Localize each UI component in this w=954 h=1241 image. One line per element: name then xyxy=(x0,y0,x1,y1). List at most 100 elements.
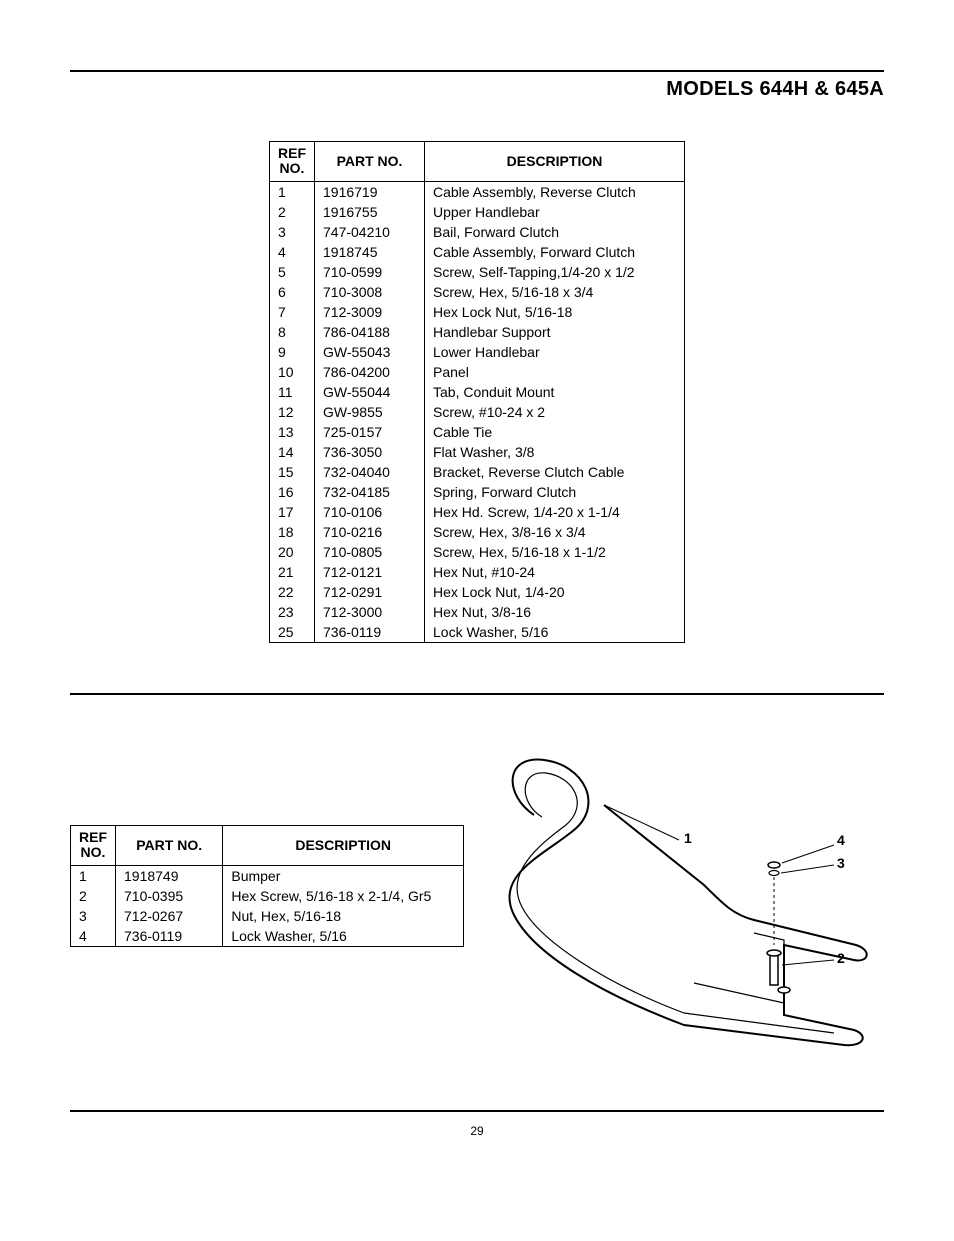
cell-desc: Panel xyxy=(425,362,685,382)
washer-icon xyxy=(769,870,779,875)
cell-part: GW-55043 xyxy=(315,342,425,362)
table-row: 17710-0106Hex Hd. Screw, 1/4-20 x 1-1/4 xyxy=(270,502,685,522)
table-row: 23712-3000Hex Nut, 3/8-16 xyxy=(270,602,685,622)
cell-ref: 9 xyxy=(270,342,315,362)
cell-desc: Tab, Conduit Mount xyxy=(425,382,685,402)
cell-ref: 13 xyxy=(270,422,315,442)
cell-desc: Hex Lock Nut, 1/4-20 xyxy=(425,582,685,602)
cell-part: 710-0395 xyxy=(116,886,223,906)
nut-icon xyxy=(768,862,780,868)
table-row: 12GW-9855Screw, #10-24 x 2 xyxy=(270,402,685,422)
cell-ref: 20 xyxy=(270,542,315,562)
cell-part: 736-0119 xyxy=(116,926,223,947)
cell-desc: Screw, Hex, 5/16-18 x 3/4 xyxy=(425,282,685,302)
cell-ref: 11 xyxy=(270,382,315,402)
cell-desc: Lower Handlebar xyxy=(425,342,685,362)
cell-part: 747-04210 xyxy=(315,222,425,242)
table-row: 15732-04040Bracket, Reverse Clutch Cable xyxy=(270,462,685,482)
diagram-svg: 1 4 3 2 xyxy=(484,745,884,1065)
table-row: 25736-0119Lock Washer, 5/16 xyxy=(270,622,685,643)
cell-desc: Hex Screw, 5/16-18 x 2-1/4, Gr5 xyxy=(223,886,464,906)
table-row: 7712-3009Hex Lock Nut, 5/16-18 xyxy=(270,302,685,322)
cell-desc: Lock Washer, 5/16 xyxy=(223,926,464,947)
cell-part: 1918745 xyxy=(315,242,425,262)
col-header-desc: DESCRIPTION xyxy=(425,142,685,182)
cell-desc: Screw, Hex, 3/8-16 x 3/4 xyxy=(425,522,685,542)
cell-desc: Cable Assembly, Reverse Clutch xyxy=(425,181,685,202)
cell-desc: Hex Nut, 3/8-16 xyxy=(425,602,685,622)
cell-desc: Spring, Forward Clutch xyxy=(425,482,685,502)
table-row: 20710-0805Screw, Hex, 5/16-18 x 1-1/2 xyxy=(270,542,685,562)
cell-ref: 8 xyxy=(270,322,315,342)
cell-part: 736-3050 xyxy=(315,442,425,462)
cell-part: 786-04200 xyxy=(315,362,425,382)
cell-part: 710-3008 xyxy=(315,282,425,302)
callout-3: 3 xyxy=(837,855,845,871)
washer-icon-2 xyxy=(778,987,790,993)
callout-1: 1 xyxy=(684,830,692,846)
parts-table-section-1: REF NO. PART NO. DESCRIPTION 11916719Cab… xyxy=(70,141,884,643)
cell-desc: Cable Tie xyxy=(425,422,685,442)
cell-ref: 17 xyxy=(270,502,315,522)
leader-2 xyxy=(782,960,834,965)
cell-part: GW-9855 xyxy=(315,402,425,422)
bolt-shaft xyxy=(770,955,778,985)
cell-part: 710-0599 xyxy=(315,262,425,282)
table-row: 13725-0157Cable Tie xyxy=(270,422,685,442)
cell-part: 712-3009 xyxy=(315,302,425,322)
callout-4: 4 xyxy=(837,832,845,848)
cell-desc: Nut, Hex, 5/16-18 xyxy=(223,906,464,926)
cell-part: 712-3000 xyxy=(315,602,425,622)
cell-ref: 3 xyxy=(71,906,116,926)
table-row: 4736-0119Lock Washer, 5/16 xyxy=(71,926,464,947)
cell-ref: 2 xyxy=(71,886,116,906)
page: MODELS 644H & 645A REF NO. PART NO. DESC… xyxy=(0,0,954,1168)
mid-rule xyxy=(70,693,884,695)
cell-ref: 3 xyxy=(270,222,315,242)
cell-part: 712-0291 xyxy=(315,582,425,602)
bottom-rule xyxy=(70,1110,884,1112)
table-row: 8786-04188Handlebar Support xyxy=(270,322,685,342)
cell-desc: Bail, Forward Clutch xyxy=(425,222,685,242)
cell-part: 710-0216 xyxy=(315,522,425,542)
table-row: 9GW-55043Lower Handlebar xyxy=(270,342,685,362)
cell-desc: Hex Hd. Screw, 1/4-20 x 1-1/4 xyxy=(425,502,685,522)
bumper-outline xyxy=(509,759,866,1045)
cell-part: 1916719 xyxy=(315,181,425,202)
cell-part: 1918749 xyxy=(116,865,223,886)
cell-part: 786-04188 xyxy=(315,322,425,342)
table-row: 11918749Bumper xyxy=(71,865,464,886)
cell-part: 712-0267 xyxy=(116,906,223,926)
table-row: 21916755Upper Handlebar xyxy=(270,202,685,222)
table-row: 5710-0599Screw, Self-Tapping,1/4-20 x 1/… xyxy=(270,262,685,282)
cell-part: GW-55044 xyxy=(315,382,425,402)
cell-ref: 21 xyxy=(270,562,315,582)
cell-ref: 5 xyxy=(270,262,315,282)
cell-ref: 6 xyxy=(270,282,315,302)
table-row: 2710-0395Hex Screw, 5/16-18 x 2-1/4, Gr5 xyxy=(71,886,464,906)
cell-desc: Screw, Hex, 5/16-18 x 1-1/2 xyxy=(425,542,685,562)
cell-part: 1916755 xyxy=(315,202,425,222)
cell-ref: 22 xyxy=(270,582,315,602)
cell-part: 736-0119 xyxy=(315,622,425,643)
table-row: 21712-0121Hex Nut, #10-24 xyxy=(270,562,685,582)
table-row: 6710-3008Screw, Hex, 5/16-18 x 3/4 xyxy=(270,282,685,302)
cell-ref: 14 xyxy=(270,442,315,462)
cell-part: 712-0121 xyxy=(315,562,425,582)
col-header-ref: REF NO. xyxy=(71,825,116,865)
cell-desc: Hex Lock Nut, 5/16-18 xyxy=(425,302,685,322)
col-header-part: PART NO. xyxy=(116,825,223,865)
cell-ref: 18 xyxy=(270,522,315,542)
col-header-part: PART NO. xyxy=(315,142,425,182)
cell-ref: 10 xyxy=(270,362,315,382)
table-row: 11GW-55044Tab, Conduit Mount xyxy=(270,382,685,402)
page-number: 29 xyxy=(70,1124,884,1138)
cell-ref: 15 xyxy=(270,462,315,482)
parts-table-2: REF NO. PART NO. DESCRIPTION 11918749Bum… xyxy=(70,825,464,947)
col-header-ref: REF NO. xyxy=(270,142,315,182)
bolt-head xyxy=(767,950,781,956)
callout-2: 2 xyxy=(837,950,845,966)
table-row: 18710-0216Screw, Hex, 3/8-16 x 3/4 xyxy=(270,522,685,542)
cell-desc: Hex Nut, #10-24 xyxy=(425,562,685,582)
table-row: 22712-0291Hex Lock Nut, 1/4-20 xyxy=(270,582,685,602)
